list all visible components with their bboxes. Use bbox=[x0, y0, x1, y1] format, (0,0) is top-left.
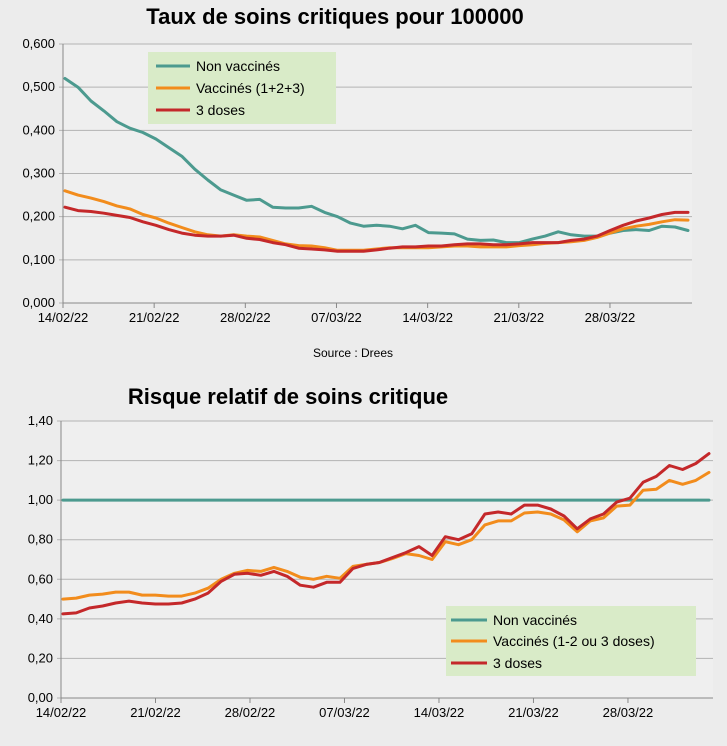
chart1-y-tick-label: 0,000 bbox=[22, 295, 55, 310]
chart1-y-tick-label: 0,400 bbox=[22, 122, 55, 137]
chart1-y-tick-label: 0,600 bbox=[22, 36, 55, 51]
chart2-y-tick-label: 0,80 bbox=[28, 532, 53, 547]
chart2-y-tick-label: 0,00 bbox=[28, 690, 53, 705]
chart1-y-tick-label: 0,500 bbox=[22, 79, 55, 94]
chart2-title: Risque relatif de soins critique bbox=[128, 384, 448, 409]
chart1-legend-label-1: Non vaccinés bbox=[196, 58, 280, 74]
chart2-x-tick-label: 07/03/22 bbox=[319, 705, 370, 720]
chart1-source: Source : Drees bbox=[313, 346, 393, 360]
chart1-x-tick-label: 21/03/22 bbox=[493, 310, 544, 325]
chart2-x-tick-label: 28/02/22 bbox=[225, 705, 276, 720]
chart1-x-tick-label: 28/02/22 bbox=[220, 310, 271, 325]
chart2-x-tick-label: 21/02/22 bbox=[130, 705, 181, 720]
chart1-x-tick-label: 14/02/22 bbox=[38, 310, 89, 325]
chart1-y-tick-label: 0,100 bbox=[22, 252, 55, 267]
chart1-title: Taux de soins critiques pour 100000 bbox=[146, 4, 523, 29]
chart2-legend-label-1: Non vaccinés bbox=[493, 612, 577, 628]
critical-care-rate-chart: Taux de soins critiques pour 100000 Sour… bbox=[22, 4, 692, 360]
chart2-legend-label-3: 3 doses bbox=[493, 655, 542, 671]
chart2-x-tick-label: 28/03/22 bbox=[603, 705, 654, 720]
chart2-x-tick-label: 21/03/22 bbox=[508, 705, 559, 720]
chart1-series-line-3 bbox=[63, 205, 690, 253]
chart2-legend-label-2: Vaccinés (1-2 ou 3 doses) bbox=[493, 633, 655, 649]
chart1-legend-label-3: 3 doses bbox=[196, 102, 245, 118]
chart1-x-tick-label: 07/03/22 bbox=[311, 310, 362, 325]
chart2-y-tick-label: 0,60 bbox=[28, 571, 53, 586]
chart2-y-tick-label: 1,00 bbox=[28, 492, 53, 507]
chart1-y-tick-label: 0,300 bbox=[22, 166, 55, 181]
chart1-legend-label-2: Vaccinés (1+2+3) bbox=[196, 80, 305, 96]
chart1-y-tick-label: 0,200 bbox=[22, 209, 55, 224]
chart2-x-tick-label: 14/03/22 bbox=[414, 705, 465, 720]
chart2-y-tick-label: 0,40 bbox=[28, 611, 53, 626]
chart2-series-line-3 bbox=[61, 452, 711, 616]
chart1-series-line-1 bbox=[63, 77, 690, 245]
chart2-y-tick-label: 0,20 bbox=[28, 650, 53, 665]
chart2-x-tick-label: 14/02/22 bbox=[36, 705, 87, 720]
chart2-y-tick-label: 1,20 bbox=[28, 453, 53, 468]
chart1-x-tick-label: 21/02/22 bbox=[129, 310, 180, 325]
chart2-legend-box bbox=[446, 606, 696, 676]
chart1-x-tick-label: 14/03/22 bbox=[402, 310, 453, 325]
relative-risk-chart: Risque relatif de soins critique 0,00 0,2… bbox=[28, 384, 713, 720]
chart2-y-tick-label: 1,40 bbox=[28, 413, 53, 428]
chart1-x-tick-label: 28/03/22 bbox=[585, 310, 636, 325]
